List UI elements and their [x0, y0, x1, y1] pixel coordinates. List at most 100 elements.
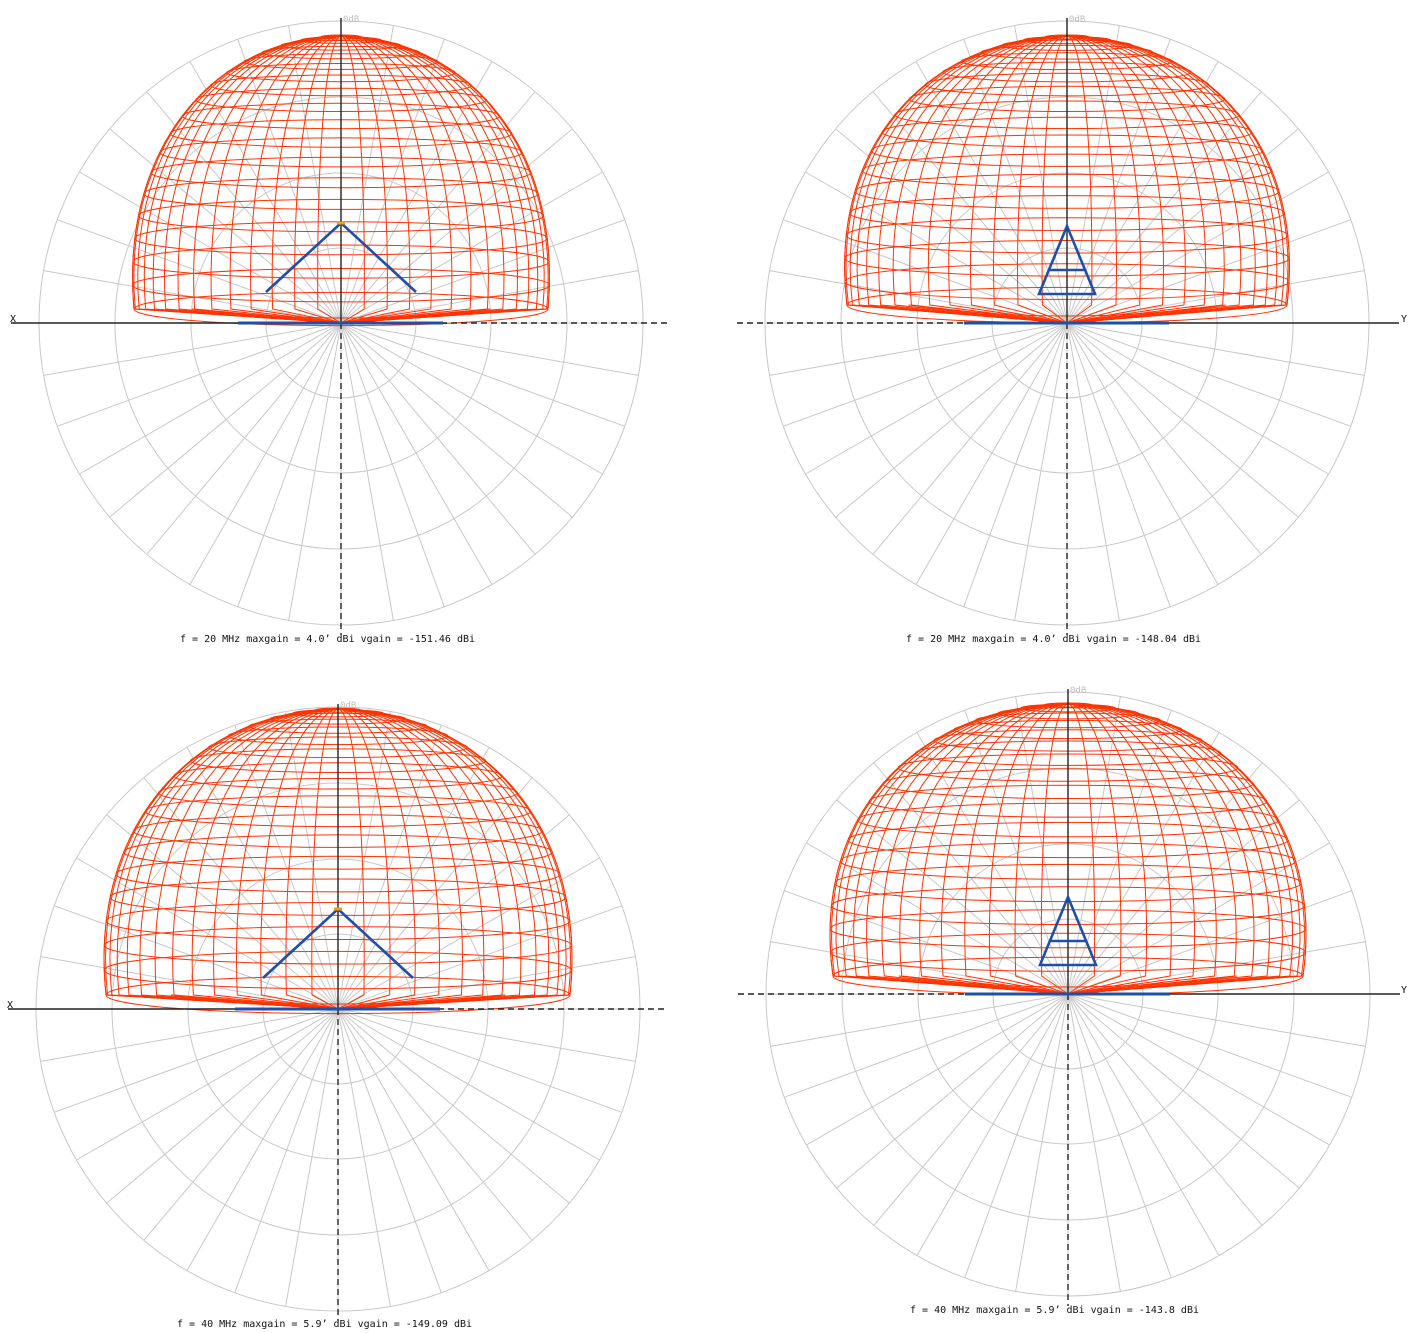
pattern-meridian-line [856, 35, 1068, 324]
pattern-meridian-line [1066, 35, 1207, 324]
grid-spoke [1067, 993, 1172, 1278]
pattern-meridian-line [212, 708, 339, 1010]
grid-spoke [79, 322, 342, 475]
pattern-meridian-line [139, 708, 339, 1010]
grid-spoke [770, 993, 1069, 1047]
pattern-meridian-line [892, 35, 1068, 324]
pattern-meridian-line [1067, 703, 1255, 995]
pattern-meridian-line [340, 35, 432, 324]
grid-spoke [836, 799, 1069, 995]
radiation-pattern-mesh [132, 34, 550, 327]
pattern-meridian-line [964, 703, 1069, 995]
grid-spoke [1066, 322, 1351, 427]
pattern-meridian-line [1066, 35, 1268, 324]
grid-spoke [340, 219, 625, 324]
grid-spoke [79, 171, 342, 324]
pattern-panel-3: 0dB X f = 40 MHz maxgain = 5.9’ dBi vgai… [7, 701, 666, 1330]
grid-spoke [1067, 993, 1366, 1047]
pattern-meridian-line [1067, 703, 1294, 995]
grid-spoke [1067, 696, 1121, 995]
pattern-panel-4: 0dB Y f = 40 MHz maxgain = 5.9’ dBi vgai… [738, 686, 1407, 1316]
pattern-meridian-line [1066, 35, 1285, 324]
grid-spoke [1066, 270, 1365, 324]
grid-spoke [835, 322, 1068, 518]
pattern-meridian-line [1067, 703, 1283, 995]
pattern-meridian-line [844, 35, 1068, 324]
pattern-meridian-line [881, 703, 1069, 995]
pattern-meridian-line [210, 35, 342, 324]
grid-spoke [109, 322, 342, 518]
pattern-meridian-line [235, 708, 339, 1010]
pattern-meridian-line [109, 708, 339, 1010]
pattern-meridian-line [340, 35, 539, 324]
grid-spoke [806, 993, 1069, 1146]
grid-spoke [1067, 993, 1330, 1146]
plot-axes [737, 18, 1399, 635]
grid-spoke [288, 322, 342, 621]
grid-spoke [57, 219, 342, 324]
pattern-meridian-line [340, 35, 519, 324]
grid-spoke [337, 1008, 442, 1293]
pattern-meridian-line [1016, 35, 1068, 324]
db-scale-label: 0dB [340, 701, 356, 711]
pattern-meridian-line [193, 35, 342, 324]
grid-spoke [1067, 993, 1220, 1256]
antenna-triangle-outline [1037, 222, 1097, 296]
antenna-geometry [964, 222, 1169, 325]
grid-spoke [340, 322, 493, 585]
grid-spoke [872, 322, 1068, 555]
grid-spoke [1067, 993, 1352, 1098]
grid-spoke [1066, 322, 1262, 555]
pattern-meridian-line [337, 708, 550, 1010]
grid-spoke [340, 61, 493, 324]
grid-spoke [340, 322, 603, 475]
pattern-meridian-line [878, 35, 1068, 324]
pattern-meridian-line [1066, 35, 1256, 324]
pattern-meridian-line [340, 35, 453, 324]
pattern-panel-2: 0dB Y f = 20 MHz maxgain = 4.0’ dBi vgai… [737, 15, 1407, 645]
grid-spoke [285, 711, 339, 1010]
grid-spoke [1066, 322, 1219, 585]
grid-spoke [1067, 762, 1263, 995]
grid-spoke [964, 710, 1069, 995]
grid-spoke [237, 322, 342, 607]
grid-spoke [769, 270, 1068, 324]
grid-spoke [337, 777, 533, 1010]
pattern-meridian-line [337, 708, 504, 1010]
grid-spoke [109, 128, 342, 324]
pattern-meridian-line [866, 35, 1068, 324]
pattern-meridian-line [154, 708, 339, 1010]
grid-spoke [769, 322, 1068, 376]
pattern-meridian-line [992, 35, 1068, 324]
grid-spoke [43, 322, 342, 376]
pattern-meridian-line [163, 35, 342, 324]
pattern-caption: f = 40 MHz maxgain = 5.9’ dBi vgain = -1… [910, 1305, 1199, 1316]
grid-spoke [143, 777, 339, 1010]
grid-spoke [1067, 993, 1121, 1292]
pattern-meridian-line [899, 703, 1069, 995]
grid-spoke [916, 993, 1069, 1256]
pattern-meridian-line [849, 35, 1068, 324]
grid-spoke [234, 1008, 339, 1293]
pattern-meridian-line [116, 708, 339, 1010]
pattern-meridian-line [285, 708, 339, 1010]
grid-spoke [337, 1008, 600, 1161]
axis-label: X [10, 314, 16, 325]
pattern-meridian-line [1066, 35, 1290, 324]
grid-spoke [143, 1008, 339, 1241]
grid-spoke [337, 711, 391, 1010]
pattern-meridian-line [919, 703, 1069, 995]
pattern-meridian-line [1066, 35, 1186, 324]
antenna-triangle-outline [1038, 893, 1098, 967]
grid-spoke [337, 725, 442, 1010]
grid-spoke [872, 91, 1068, 324]
grid-spoke [915, 322, 1068, 585]
grid-spoke [1014, 322, 1068, 621]
pattern-meridian-line [337, 708, 537, 1010]
pattern-meridian-line [340, 35, 489, 324]
grid-spoke [1066, 322, 1120, 621]
grid-spoke [337, 1008, 622, 1113]
grid-spoke [1067, 799, 1300, 995]
pattern-meridian-line [1066, 35, 1225, 324]
db-scale-label: 0dB [343, 15, 359, 25]
